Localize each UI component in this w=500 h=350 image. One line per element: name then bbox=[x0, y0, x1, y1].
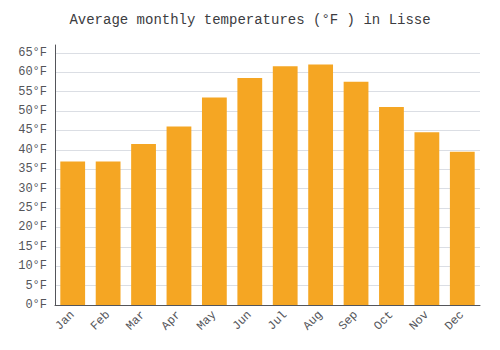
svg-text:Sep: Sep bbox=[336, 308, 361, 333]
svg-text:55°F: 55°F bbox=[18, 85, 47, 99]
svg-text:45°F: 45°F bbox=[18, 123, 47, 137]
svg-text:Dec: Dec bbox=[442, 308, 467, 333]
svg-text:60°F: 60°F bbox=[18, 65, 47, 79]
svg-text:Aug: Aug bbox=[300, 308, 325, 333]
svg-text:Average monthly temperatures (: Average monthly temperatures (°F ) in Li… bbox=[69, 12, 430, 28]
svg-text:Jan: Jan bbox=[53, 308, 78, 333]
svg-text:40°F: 40°F bbox=[18, 143, 47, 157]
svg-text:65°F: 65°F bbox=[18, 46, 47, 60]
svg-text:Feb: Feb bbox=[88, 308, 113, 333]
svg-text:15°F: 15°F bbox=[18, 240, 47, 254]
svg-text:May: May bbox=[194, 308, 219, 333]
svg-text:20°F: 20°F bbox=[18, 220, 47, 234]
svg-text:Jul: Jul bbox=[265, 308, 290, 333]
svg-text:Oct: Oct bbox=[371, 308, 396, 333]
svg-text:Apr: Apr bbox=[159, 308, 184, 333]
svg-text:Mar: Mar bbox=[123, 308, 148, 333]
svg-text:50°F: 50°F bbox=[18, 104, 47, 118]
svg-text:10°F: 10°F bbox=[18, 259, 47, 273]
svg-text:25°F: 25°F bbox=[18, 201, 47, 215]
svg-text:Jun: Jun bbox=[230, 308, 255, 333]
svg-text:Nov: Nov bbox=[407, 308, 432, 333]
svg-text:35°F: 35°F bbox=[18, 162, 47, 176]
svg-text:0°F: 0°F bbox=[25, 298, 47, 312]
svg-text:5°F: 5°F bbox=[25, 279, 47, 293]
svg-text:30°F: 30°F bbox=[18, 182, 47, 196]
